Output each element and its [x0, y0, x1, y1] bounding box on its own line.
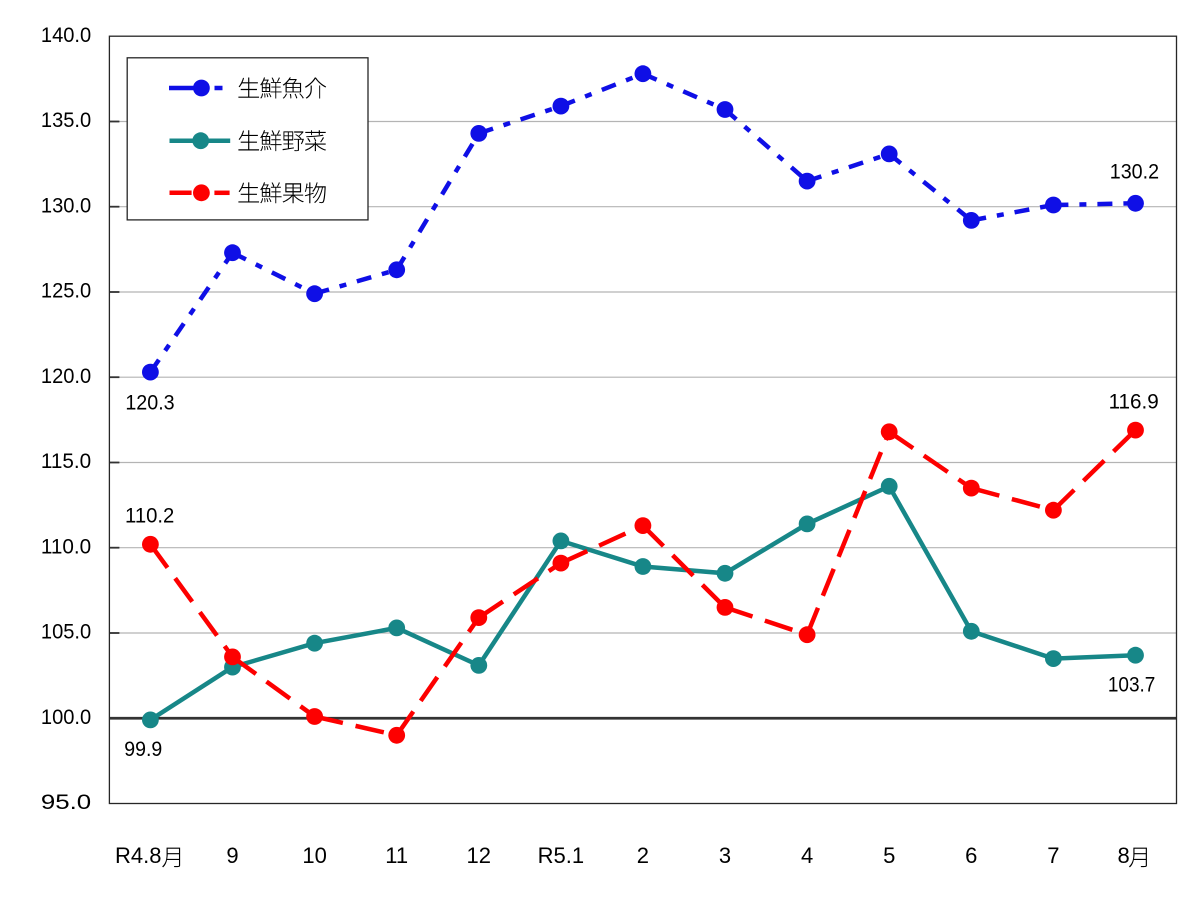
svg-text:9: 9: [226, 843, 238, 868]
svg-text:120.0: 120.0: [41, 364, 91, 388]
svg-text:100.0: 100.0: [41, 705, 91, 729]
svg-text:115.0: 115.0: [41, 449, 91, 473]
svg-text:95.0: 95.0: [41, 790, 91, 814]
svg-text:130.2: 130.2: [1110, 160, 1159, 184]
svg-text:11: 11: [385, 843, 408, 868]
svg-text:110.0: 110.0: [41, 534, 91, 558]
svg-text:8: 8: [1118, 843, 1130, 868]
svg-text:116.9: 116.9: [1109, 390, 1159, 414]
svg-text:4: 4: [801, 843, 813, 868]
svg-text:R4.8: R4.8: [115, 843, 161, 868]
svg-text:105.0: 105.0: [41, 620, 91, 644]
svg-text:7: 7: [1047, 843, 1059, 868]
svg-text:3: 3: [719, 843, 731, 868]
svg-text:5: 5: [883, 843, 895, 868]
svg-text:R5.1: R5.1: [538, 843, 584, 868]
svg-text:125.0: 125.0: [41, 279, 91, 303]
svg-text:99.9: 99.9: [124, 737, 162, 761]
svg-text:10: 10: [302, 843, 326, 868]
svg-text:130.0: 130.0: [41, 193, 91, 217]
svg-text:103.7: 103.7: [1108, 673, 1156, 697]
svg-text:120.3: 120.3: [125, 391, 174, 415]
svg-text:135.0: 135.0: [41, 108, 91, 132]
svg-text:12: 12: [467, 843, 491, 868]
svg-text:140.0: 140.0: [41, 23, 91, 47]
svg-text:6: 6: [965, 843, 977, 868]
svg-text:2: 2: [637, 843, 649, 868]
svg-text:110.2: 110.2: [125, 504, 174, 528]
